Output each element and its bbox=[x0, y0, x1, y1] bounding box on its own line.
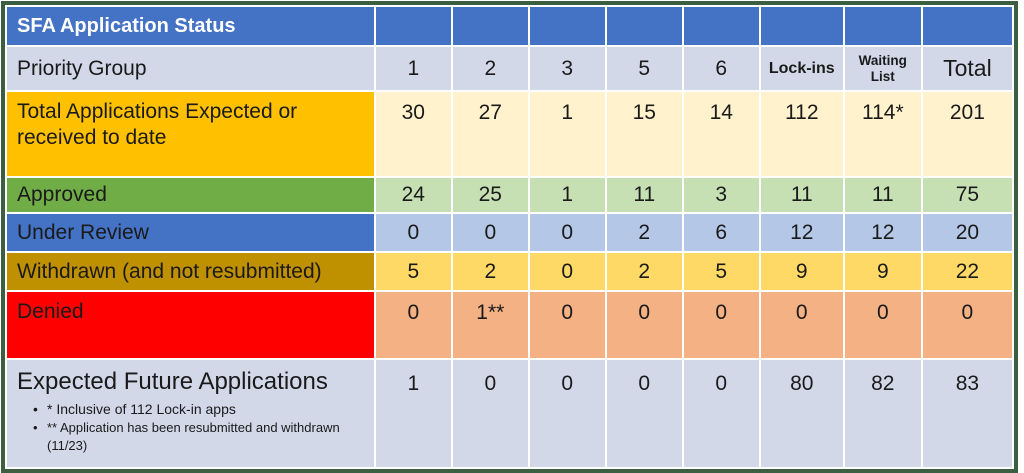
col-header-5: 5 bbox=[606, 47, 682, 90]
value-cell: 6 bbox=[683, 214, 759, 251]
value-cell: 0 bbox=[375, 214, 451, 251]
row-withdrawn: Withdrawn (and not resubmitted) 5 2 0 2 … bbox=[7, 253, 1012, 290]
value-cell: 1 bbox=[529, 178, 605, 212]
row-expected-future: Expected Future Applications * Inclusive… bbox=[7, 360, 1012, 467]
footnote-lockin-apps: * Inclusive of 112 Lock-in apps bbox=[33, 400, 373, 419]
title-spacer-cell bbox=[922, 7, 1012, 45]
col-header-lockins: Lock-ins bbox=[760, 47, 843, 90]
row-approved: Approved 24 25 1 11 3 11 11 75 bbox=[7, 178, 1012, 212]
priority-group-header: Priority Group bbox=[7, 47, 374, 90]
value-cell: 0 bbox=[375, 292, 451, 358]
value-cell: 0 bbox=[606, 360, 682, 467]
value-cell: 2 bbox=[606, 253, 682, 290]
row-under-review: Under Review 0 0 0 2 6 12 12 20 bbox=[7, 214, 1012, 251]
value-cell: 5 bbox=[375, 253, 451, 290]
value-cell: 0 bbox=[844, 292, 921, 358]
value-cell: 5 bbox=[683, 253, 759, 290]
value-cell: 3 bbox=[683, 178, 759, 212]
row-label-denied: Denied bbox=[7, 292, 374, 358]
value-cell: 20 bbox=[922, 214, 1012, 251]
title-spacer-cell bbox=[683, 7, 759, 45]
col-header-3: 3 bbox=[529, 47, 605, 90]
value-cell: 1 bbox=[529, 92, 605, 176]
value-cell: 0 bbox=[529, 253, 605, 290]
value-cell: 9 bbox=[760, 253, 843, 290]
expected-future-title: Expected Future Applications bbox=[17, 368, 328, 395]
title-spacer-cell bbox=[375, 7, 451, 45]
footnotes-list: * Inclusive of 112 Lock-in apps ** Appli… bbox=[17, 400, 373, 454]
value-cell: 25 bbox=[452, 178, 528, 212]
col-header-6: 6 bbox=[683, 47, 759, 90]
value-cell: 82 bbox=[844, 360, 921, 467]
value-cell: 9 bbox=[844, 253, 921, 290]
value-cell: 0 bbox=[452, 214, 528, 251]
value-cell: 0 bbox=[683, 360, 759, 467]
value-cell: 0 bbox=[683, 292, 759, 358]
value-cell: 0 bbox=[529, 360, 605, 467]
value-cell-with-footnote: 114* bbox=[844, 92, 921, 176]
row-label-withdrawn: Withdrawn (and not resubmitted) bbox=[7, 253, 374, 290]
row-label-under-review: Under Review bbox=[7, 214, 374, 251]
row-denied: Denied 0 1** 0 0 0 0 0 0 bbox=[7, 292, 1012, 358]
col-header-total: Total bbox=[922, 47, 1012, 90]
value-cell: 0 bbox=[922, 292, 1012, 358]
value-cell: 1 bbox=[375, 360, 451, 467]
value-cell: 75 bbox=[922, 178, 1012, 212]
column-header-row: Priority Group 1 2 3 5 6 Lock-ins Waitin… bbox=[7, 47, 1012, 90]
title-spacer-cell bbox=[452, 7, 528, 45]
col-header-2: 2 bbox=[452, 47, 528, 90]
value-cell: 112 bbox=[760, 92, 843, 176]
row-total-applications: Total Applications Expected or received … bbox=[7, 92, 1012, 176]
footnote-resubmitted: ** Application has been resubmitted and … bbox=[33, 419, 373, 454]
value-cell: 0 bbox=[529, 292, 605, 358]
value-cell: 11 bbox=[606, 178, 682, 212]
value-cell: 30 bbox=[375, 92, 451, 176]
value-cell: 0 bbox=[529, 214, 605, 251]
value-cell: 2 bbox=[606, 214, 682, 251]
row-label-approved: Approved bbox=[7, 178, 374, 212]
title-spacer-cell bbox=[606, 7, 682, 45]
value-cell-with-footnote: 1** bbox=[452, 292, 528, 358]
value-cell: 24 bbox=[375, 178, 451, 212]
value-cell: 14 bbox=[683, 92, 759, 176]
value-cell: 11 bbox=[844, 178, 921, 212]
value-cell: 0 bbox=[606, 292, 682, 358]
value-cell: 2 bbox=[452, 253, 528, 290]
value-cell: 0 bbox=[452, 360, 528, 467]
value-cell: 201 bbox=[922, 92, 1012, 176]
title-spacer-cell bbox=[529, 7, 605, 45]
row-label-total-applications: Total Applications Expected or received … bbox=[7, 92, 374, 176]
value-cell: 11 bbox=[760, 178, 843, 212]
title-row: SFA Application Status bbox=[7, 7, 1012, 45]
col-header-waiting-list: Waiting List bbox=[844, 47, 921, 90]
value-cell: 15 bbox=[606, 92, 682, 176]
value-cell: 22 bbox=[922, 253, 1012, 290]
value-cell: 80 bbox=[760, 360, 843, 467]
value-cell: 12 bbox=[760, 214, 843, 251]
table-title: SFA Application Status bbox=[7, 7, 374, 45]
title-spacer-cell bbox=[844, 7, 921, 45]
value-cell: 0 bbox=[760, 292, 843, 358]
value-cell: 83 bbox=[922, 360, 1012, 467]
value-cell: 27 bbox=[452, 92, 528, 176]
col-header-1: 1 bbox=[375, 47, 451, 90]
value-cell: 12 bbox=[844, 214, 921, 251]
title-spacer-cell bbox=[760, 7, 843, 45]
row-label-expected-future-cell: Expected Future Applications * Inclusive… bbox=[7, 360, 374, 467]
